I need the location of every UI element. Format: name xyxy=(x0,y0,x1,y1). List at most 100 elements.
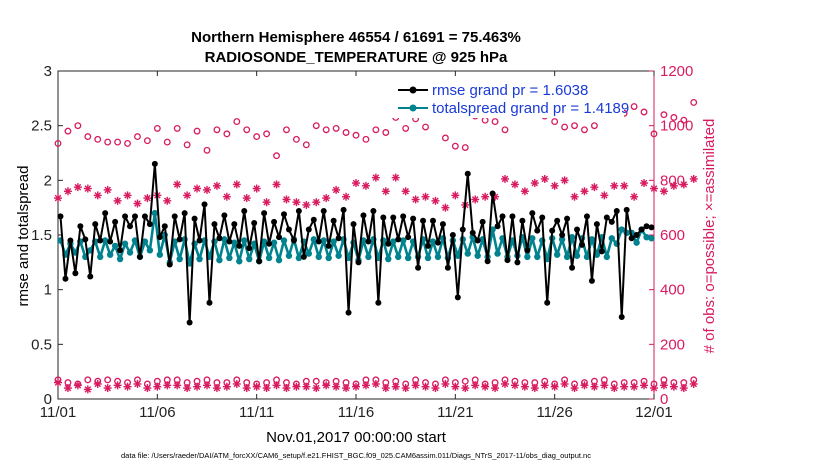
rmse-point xyxy=(221,212,228,219)
obs-possible-marker xyxy=(74,122,82,130)
totalspread-point xyxy=(583,253,591,261)
x-tick-label: 11/06 xyxy=(139,404,175,421)
rmse-point xyxy=(330,217,337,224)
obs-possible-marker xyxy=(501,126,509,134)
rmse-point xyxy=(295,207,302,214)
totalspread-point xyxy=(131,237,139,244)
rmse-point xyxy=(315,238,322,245)
totalspread-point xyxy=(404,254,412,262)
rmse-point xyxy=(559,232,566,238)
rmse-point xyxy=(608,218,615,225)
rmse-point xyxy=(439,221,446,228)
obs-assimilated-marker xyxy=(501,174,509,183)
rmse-point xyxy=(112,218,119,225)
x-tick-label: 11/01 xyxy=(40,404,76,421)
obs-assimilated-marker xyxy=(461,384,470,393)
totalspread-point xyxy=(563,253,571,261)
rmse-point xyxy=(107,238,114,245)
obs-possible-marker xyxy=(143,137,151,145)
rmse-point xyxy=(305,226,312,233)
obs-assimilated-marker xyxy=(590,183,599,192)
rmse-point xyxy=(191,215,198,222)
totalspread-point xyxy=(231,239,238,246)
obs-assimilated-marker xyxy=(471,381,480,390)
rmse-point xyxy=(82,236,89,243)
obs-assimilated-marker xyxy=(103,185,112,194)
rmse-point xyxy=(201,201,208,208)
obs-assimilated-marker xyxy=(54,378,62,387)
obs-possible-marker xyxy=(302,141,310,149)
rmse-point xyxy=(146,221,153,228)
totalspread-point xyxy=(494,250,501,257)
rmse-point xyxy=(251,219,258,226)
rmse-point xyxy=(360,212,367,219)
legend-box xyxy=(392,80,624,118)
obs-possible-marker xyxy=(64,127,72,135)
obs-possible-marker xyxy=(441,134,449,142)
obs-assimilated-marker xyxy=(54,194,62,203)
rmse-point xyxy=(524,247,531,254)
rmse-point xyxy=(449,232,456,238)
totalspread-point xyxy=(275,256,283,264)
totalspread-point xyxy=(97,253,104,261)
rmse-point xyxy=(504,257,511,264)
totalspread-point xyxy=(325,254,332,262)
obs-possible-marker xyxy=(372,126,380,134)
obs-assimilated-marker xyxy=(173,381,182,390)
rmse-point xyxy=(554,217,561,224)
totalspread-point xyxy=(390,238,397,245)
totalspread-point xyxy=(270,239,278,246)
obs-assimilated-marker xyxy=(650,384,658,393)
y-left-tick-label: 0.5 xyxy=(31,336,52,353)
obs-assimilated-marker xyxy=(262,198,271,207)
rmse-point xyxy=(484,258,491,265)
rmse-point xyxy=(444,264,451,271)
rmse-point xyxy=(454,294,461,301)
obs-assimilated-marker xyxy=(242,194,251,203)
rmse-point xyxy=(564,215,571,222)
rmse-point xyxy=(156,234,163,241)
obs-assimilated-marker xyxy=(272,180,281,189)
rmse-point xyxy=(410,215,417,222)
totalspread-point xyxy=(553,251,561,258)
obs-possible-marker xyxy=(312,377,320,385)
obs-assimilated-marker xyxy=(391,173,400,182)
obs-possible-marker xyxy=(581,126,588,134)
totalspread-point xyxy=(156,251,164,258)
obs-assimilated-marker xyxy=(421,382,430,391)
rmse-point xyxy=(509,213,516,220)
totalspread-point xyxy=(241,237,248,244)
rmse-point xyxy=(161,223,168,230)
totalspread-point xyxy=(454,252,462,259)
totalspread-point xyxy=(285,252,293,259)
rmse-point xyxy=(320,207,327,214)
obs-possible-marker xyxy=(84,133,92,141)
obs-assimilated-marker xyxy=(540,381,549,390)
rmse-point xyxy=(474,237,481,244)
obs-possible-marker xyxy=(332,124,340,132)
totalspread-point xyxy=(524,253,531,261)
obs-assimilated-marker xyxy=(620,181,629,190)
x-tick-label: 11/26 xyxy=(536,404,572,421)
obs-assimilated-marker xyxy=(501,379,509,388)
obs-assimilated-marker xyxy=(83,385,92,394)
rmse-point xyxy=(67,237,74,244)
x-tick-label: 12/01 xyxy=(635,404,673,421)
totalspread-point xyxy=(365,253,372,261)
obs-assimilated-marker xyxy=(510,180,519,189)
totalspread-point xyxy=(648,235,655,242)
rmse-point xyxy=(633,232,640,238)
obs-possible-marker xyxy=(342,129,350,136)
rmse-point xyxy=(171,213,178,220)
obs-possible-marker xyxy=(571,122,578,130)
obs-assimilated-marker xyxy=(93,191,102,200)
obs-assimilated-marker xyxy=(332,382,341,391)
obs-possible-marker xyxy=(650,130,658,138)
rmse-point xyxy=(117,247,124,254)
obs-possible-marker xyxy=(104,376,112,384)
rmse-point xyxy=(623,206,630,213)
obs-possible-marker xyxy=(163,138,171,146)
obs-possible-marker xyxy=(283,126,290,134)
totalspread-point xyxy=(121,240,129,247)
rmse-point xyxy=(499,213,506,220)
